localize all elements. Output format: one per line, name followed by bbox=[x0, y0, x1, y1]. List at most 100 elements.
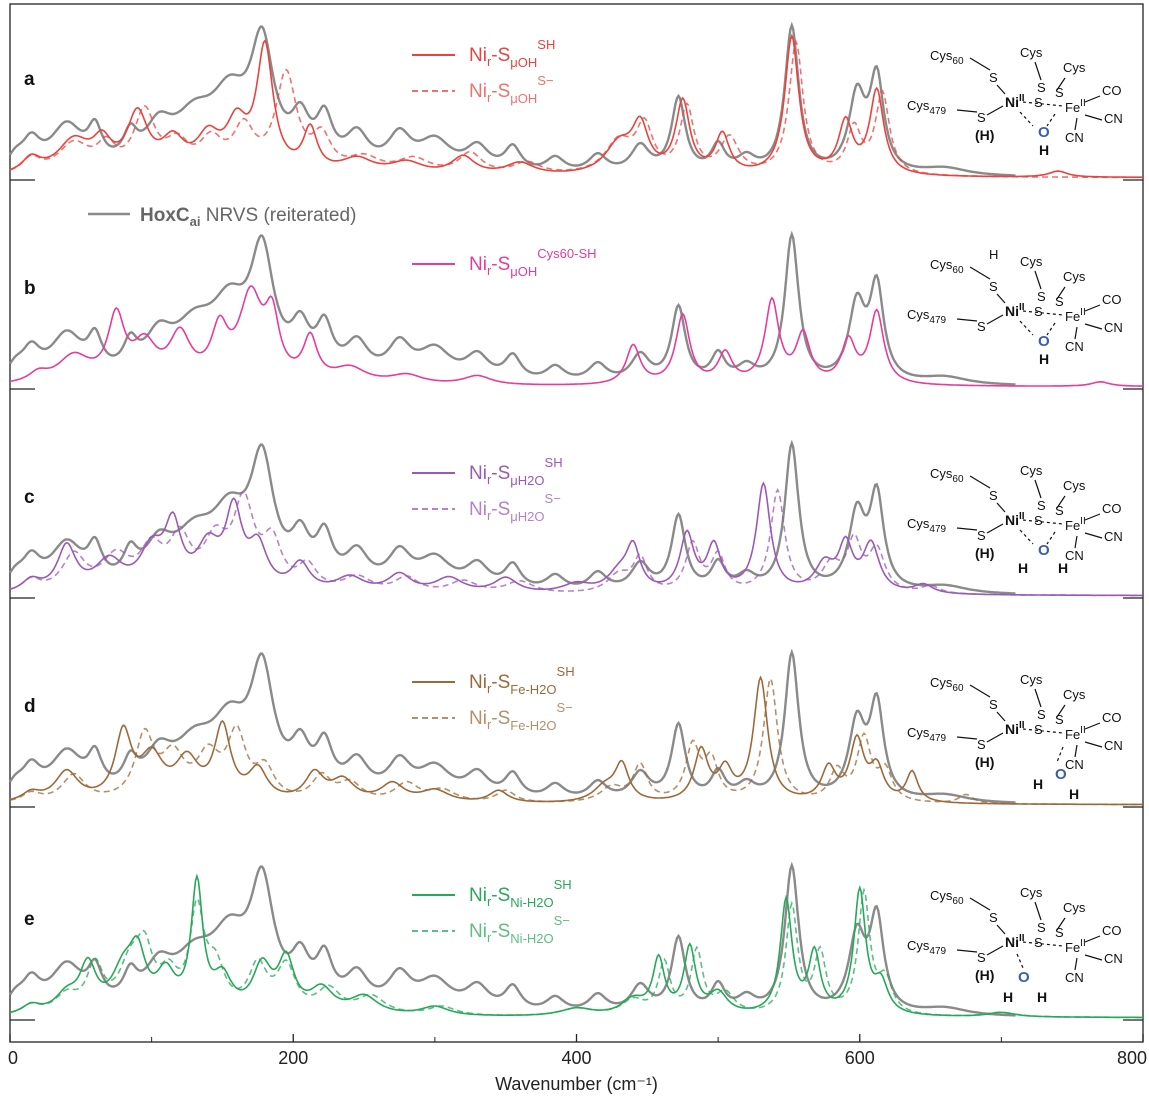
structure-bond bbox=[1084, 323, 1103, 330]
structure-ni: NiII bbox=[1005, 720, 1025, 737]
legend-label-part: -S bbox=[491, 885, 510, 906]
structure-bond bbox=[1016, 953, 1024, 969]
structure-h: H bbox=[1037, 989, 1047, 1005]
structure-sh: (H) bbox=[975, 754, 994, 770]
legend-label-part: SH bbox=[545, 455, 563, 470]
structure-ni: NiII bbox=[1005, 93, 1025, 110]
structure-label: CN bbox=[1104, 320, 1123, 335]
structure-label: S bbox=[977, 319, 986, 334]
sup: 479 bbox=[929, 733, 946, 744]
structure-bond bbox=[1074, 957, 1078, 971]
structure-bond bbox=[1034, 270, 1042, 290]
structure-label: Cys479 bbox=[907, 98, 947, 117]
structure-bond bbox=[1034, 901, 1042, 921]
structure-bond bbox=[1022, 519, 1064, 525]
structure-bond bbox=[1074, 744, 1078, 758]
legend-label-part: Ni bbox=[469, 45, 487, 66]
sup: II bbox=[1080, 307, 1086, 318]
structure-bond bbox=[986, 314, 1004, 325]
structure-bond bbox=[1019, 529, 1034, 545]
structure-bond bbox=[1056, 495, 1066, 509]
structure-label: Cys bbox=[1020, 885, 1043, 900]
structure-label: S bbox=[977, 110, 986, 125]
sup: 479 bbox=[929, 524, 946, 535]
structure-bond bbox=[1046, 113, 1056, 127]
sub: 60 bbox=[952, 56, 964, 67]
plot-frame bbox=[9, 3, 1144, 1043]
legend-label-part: S− bbox=[554, 913, 570, 928]
structure-bond bbox=[956, 318, 978, 322]
legend-bold-sub: ai bbox=[190, 214, 201, 229]
sup: II bbox=[1080, 98, 1086, 109]
legend-label-part: r bbox=[487, 54, 492, 69]
structure-h: H bbox=[1058, 560, 1068, 576]
structure-sh: (H) bbox=[975, 127, 994, 143]
reference-spectrum bbox=[9, 21, 1016, 177]
structure-label: S bbox=[1034, 304, 1043, 319]
legend-bold: HoxC bbox=[140, 205, 190, 226]
panel-letter: b bbox=[24, 278, 36, 299]
legend-rest: NRVS (reiterated) bbox=[200, 205, 356, 226]
structure-label: CN bbox=[1065, 548, 1084, 563]
structure-label: Cys bbox=[1063, 687, 1086, 702]
sup: II bbox=[1019, 720, 1025, 731]
structure-bond bbox=[1034, 61, 1042, 81]
structure-ni: NiII bbox=[1005, 511, 1025, 528]
structure-label: CN bbox=[1065, 130, 1084, 145]
structure-label: Cys bbox=[1020, 672, 1043, 687]
structure-bond bbox=[1056, 704, 1066, 718]
structure-bond bbox=[1084, 304, 1101, 312]
legend-label-part: Ni bbox=[469, 708, 487, 729]
reference-spectrum bbox=[9, 648, 1016, 804]
sup: II bbox=[1019, 933, 1025, 944]
legend-label-part: SH bbox=[537, 37, 555, 52]
structure-label: Cys60 bbox=[930, 466, 964, 485]
legend-label-part: -S bbox=[491, 254, 510, 275]
legend-label-part: S− bbox=[537, 73, 553, 88]
structure-ni: NiII bbox=[1005, 302, 1025, 319]
legend-label-part: -S bbox=[491, 463, 510, 484]
structure-label: Cys479 bbox=[907, 307, 947, 326]
structure-label: CN bbox=[1104, 738, 1123, 753]
legend-label-part: Fe-H2O bbox=[510, 718, 556, 733]
structure-bond bbox=[1084, 935, 1101, 943]
structure-bond bbox=[1019, 111, 1034, 127]
x-tick-label: 0 bbox=[8, 1048, 18, 1068]
structure-label: CN bbox=[1104, 111, 1123, 126]
sup: 479 bbox=[929, 315, 946, 326]
structure-label: S bbox=[977, 737, 986, 752]
sup: 479 bbox=[929, 106, 946, 117]
structure-h: H bbox=[1033, 776, 1043, 792]
structure-bond bbox=[956, 109, 978, 113]
structure-bond bbox=[1074, 117, 1078, 131]
structure-bond bbox=[1034, 479, 1042, 499]
structure-bond bbox=[956, 527, 978, 531]
legend-label-part: μOH bbox=[510, 91, 537, 106]
legend-label-part: Ni-H2O bbox=[510, 931, 553, 946]
structure-bond bbox=[996, 293, 1006, 304]
sub: 60 bbox=[952, 896, 964, 907]
structure-bond bbox=[986, 105, 1004, 116]
structure-bond bbox=[996, 711, 1006, 722]
series-line-b-1 bbox=[9, 285, 1143, 387]
sup: II bbox=[1080, 938, 1086, 949]
structure-bond bbox=[1056, 746, 1064, 763]
structure-bond bbox=[996, 502, 1006, 513]
structure-bond bbox=[1056, 917, 1066, 931]
structure-sh: (H) bbox=[975, 545, 994, 561]
structure-label: CO bbox=[1102, 501, 1122, 516]
structure-label: S bbox=[1055, 85, 1064, 100]
structure-ni: NiII bbox=[1005, 933, 1025, 950]
structure-label: S bbox=[1034, 722, 1043, 737]
structure-label: S bbox=[1055, 925, 1064, 940]
structure-bond bbox=[986, 732, 1004, 743]
legend-label-part: Ni bbox=[469, 499, 487, 520]
structure-bond bbox=[969, 897, 991, 911]
legend-label-part: r bbox=[487, 263, 492, 278]
sub: 60 bbox=[952, 474, 964, 485]
